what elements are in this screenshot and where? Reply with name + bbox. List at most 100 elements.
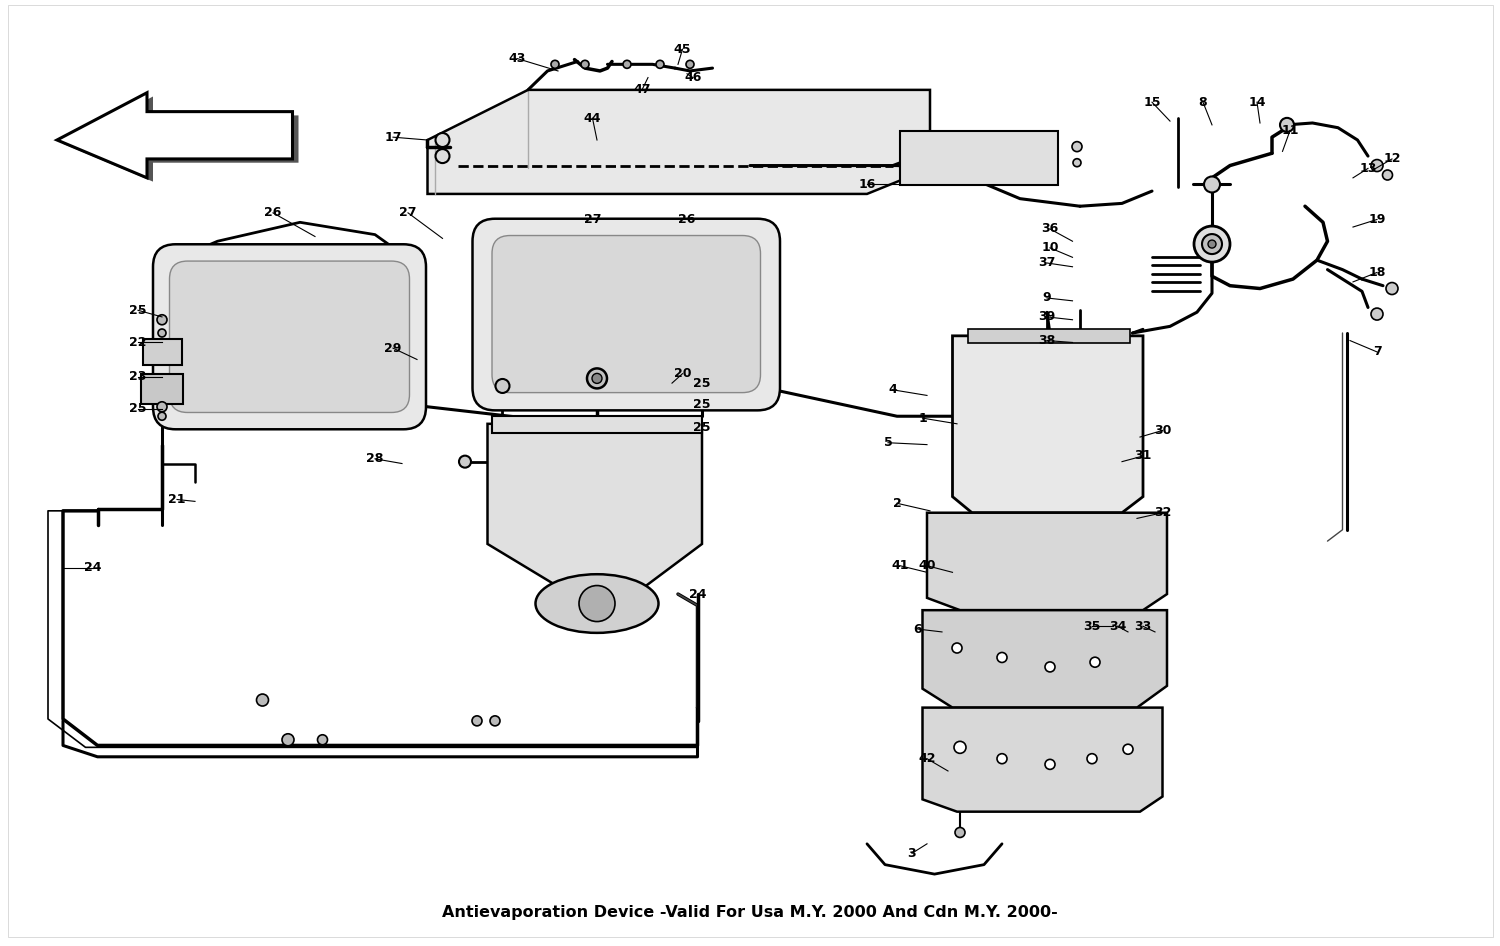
Circle shape [518,363,526,371]
Text: 44: 44 [584,112,602,125]
Circle shape [1204,177,1219,192]
FancyBboxPatch shape [492,236,760,393]
Circle shape [158,402,166,412]
Circle shape [518,247,526,254]
Circle shape [290,278,298,286]
Text: 46: 46 [684,71,702,84]
Circle shape [158,315,166,324]
Circle shape [592,374,602,383]
FancyBboxPatch shape [153,244,426,429]
Text: 38: 38 [1038,334,1056,347]
Bar [492,416,702,433]
Text: 3: 3 [908,847,916,860]
Circle shape [1088,754,1096,763]
Polygon shape [922,610,1167,708]
Text: 13: 13 [1359,162,1377,175]
Text: 6: 6 [914,622,922,636]
Text: 37: 37 [1038,256,1056,270]
Text: 15: 15 [1143,96,1161,109]
Text: 17: 17 [384,131,402,144]
Polygon shape [952,336,1143,513]
Text: 30: 30 [1154,424,1172,437]
Circle shape [1202,234,1222,254]
Text: 25: 25 [129,304,147,317]
Polygon shape [488,424,702,587]
Circle shape [580,61,590,68]
Text: 42: 42 [918,752,936,765]
Circle shape [952,643,962,653]
Text: 33: 33 [1134,620,1152,633]
Circle shape [738,363,747,371]
Circle shape [1090,657,1100,667]
Text: 5: 5 [884,436,892,449]
Circle shape [622,61,632,68]
Text: 24: 24 [84,561,102,574]
Bar [900,131,1058,185]
Text: 21: 21 [168,493,186,506]
Circle shape [1046,662,1054,672]
Polygon shape [63,96,298,182]
Circle shape [459,456,471,467]
Text: 18: 18 [1368,266,1386,279]
Circle shape [1072,159,1082,166]
Text: 31: 31 [1134,449,1152,463]
Circle shape [550,61,560,68]
Polygon shape [927,513,1167,610]
Text: 1: 1 [918,412,927,425]
Text: 47: 47 [633,83,651,96]
Bar [141,374,183,404]
Circle shape [1386,283,1398,294]
Text: 8: 8 [1198,96,1208,109]
Text: 26: 26 [264,206,282,219]
Circle shape [686,61,694,68]
Text: 32: 32 [1154,506,1172,519]
Text: 16: 16 [858,178,876,191]
Circle shape [738,247,747,254]
Circle shape [998,754,1006,763]
Circle shape [1194,226,1230,262]
Circle shape [1371,160,1383,171]
Circle shape [318,735,327,745]
Circle shape [435,133,450,147]
Circle shape [490,716,500,726]
Text: Antievaporation Device -Valid For Usa M.Y. 2000 And Cdn M.Y. 2000-: Antievaporation Device -Valid For Usa M.… [442,905,1058,920]
Text: 25: 25 [693,377,711,390]
Circle shape [1280,118,1294,131]
Text: 39: 39 [1038,310,1056,324]
Polygon shape [57,93,292,178]
Text: 35: 35 [1083,620,1101,633]
Circle shape [1072,142,1082,151]
Text: 45: 45 [674,43,692,56]
Text: 41: 41 [891,559,909,572]
Text: 27: 27 [399,206,417,219]
Text: 23: 23 [129,370,147,383]
Text: 43: 43 [509,52,526,65]
Circle shape [472,716,482,726]
Circle shape [998,653,1006,662]
Circle shape [495,379,510,393]
Bar [968,329,1130,343]
Circle shape [1046,760,1054,769]
Text: 26: 26 [678,213,696,226]
Circle shape [586,368,608,389]
Circle shape [256,694,268,706]
Circle shape [628,247,638,254]
Circle shape [1208,240,1216,248]
Text: 14: 14 [1248,96,1266,109]
Text: 36: 36 [1041,222,1059,236]
Text: 22: 22 [129,336,147,349]
Circle shape [202,278,211,286]
Circle shape [956,828,964,837]
Circle shape [1124,745,1132,754]
Polygon shape [922,708,1162,812]
Text: 20: 20 [674,367,692,380]
Text: 27: 27 [584,213,602,226]
FancyBboxPatch shape [472,219,780,411]
Text: 34: 34 [1108,620,1126,633]
Text: 7: 7 [1372,345,1382,359]
Text: 10: 10 [1041,241,1059,254]
Circle shape [282,734,294,745]
Text: 19: 19 [1368,213,1386,226]
Text: 9: 9 [1042,291,1052,305]
FancyBboxPatch shape [170,261,410,412]
